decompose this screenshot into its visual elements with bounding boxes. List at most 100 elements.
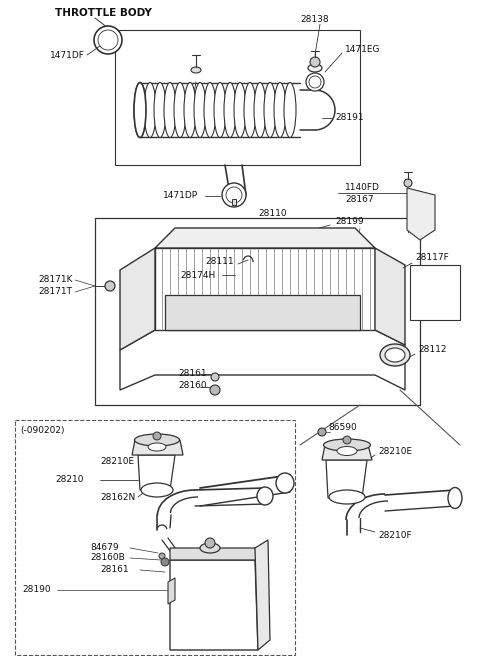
Polygon shape xyxy=(170,560,258,650)
Text: 28110: 28110 xyxy=(258,209,287,218)
Polygon shape xyxy=(15,420,295,655)
Text: 28113: 28113 xyxy=(192,306,221,314)
Circle shape xyxy=(318,428,326,436)
Text: 28210F: 28210F xyxy=(378,531,412,539)
Text: 1471EG: 1471EG xyxy=(345,45,381,54)
Ellipse shape xyxy=(191,67,201,73)
Text: 28138: 28138 xyxy=(300,16,329,24)
Ellipse shape xyxy=(214,83,226,138)
Text: 1471DF: 1471DF xyxy=(50,51,85,60)
Circle shape xyxy=(161,558,169,566)
Circle shape xyxy=(210,385,220,395)
Polygon shape xyxy=(132,440,183,455)
Text: 84679: 84679 xyxy=(90,544,119,552)
Polygon shape xyxy=(322,445,372,460)
Ellipse shape xyxy=(264,83,276,138)
Circle shape xyxy=(226,187,242,203)
Polygon shape xyxy=(165,295,360,330)
Text: 28117F: 28117F xyxy=(415,253,449,262)
Ellipse shape xyxy=(154,83,166,138)
Circle shape xyxy=(159,553,165,559)
Text: 1471DP: 1471DP xyxy=(163,192,198,201)
Polygon shape xyxy=(255,540,270,650)
Text: 28210E: 28210E xyxy=(378,447,412,457)
Ellipse shape xyxy=(134,83,146,138)
Text: 28161: 28161 xyxy=(178,369,206,377)
Text: 28171K: 28171K xyxy=(38,276,72,285)
Ellipse shape xyxy=(284,83,296,138)
Circle shape xyxy=(98,30,118,50)
Circle shape xyxy=(404,179,412,187)
Ellipse shape xyxy=(134,434,180,446)
Ellipse shape xyxy=(274,83,286,138)
Circle shape xyxy=(105,281,115,291)
Text: 28174H: 28174H xyxy=(180,270,215,279)
Ellipse shape xyxy=(254,83,266,138)
Bar xyxy=(232,199,236,205)
Polygon shape xyxy=(407,188,435,240)
Polygon shape xyxy=(375,248,405,345)
Bar xyxy=(104,43,112,47)
Ellipse shape xyxy=(276,473,294,493)
Ellipse shape xyxy=(194,83,206,138)
Text: 28167: 28167 xyxy=(345,194,373,203)
Text: 28111: 28111 xyxy=(205,258,234,266)
Ellipse shape xyxy=(385,348,405,362)
Circle shape xyxy=(306,73,324,91)
Text: (-090202): (-090202) xyxy=(20,426,64,434)
Ellipse shape xyxy=(204,83,216,138)
Circle shape xyxy=(153,432,161,440)
Circle shape xyxy=(94,26,122,54)
Polygon shape xyxy=(155,248,375,330)
Ellipse shape xyxy=(184,83,196,138)
Text: THROTTLE BODY: THROTTLE BODY xyxy=(55,8,152,18)
Text: 28190: 28190 xyxy=(22,586,50,594)
Polygon shape xyxy=(115,30,360,165)
Polygon shape xyxy=(138,455,175,490)
Polygon shape xyxy=(168,578,175,604)
Polygon shape xyxy=(120,248,155,350)
Text: 1140FD: 1140FD xyxy=(345,184,380,192)
Circle shape xyxy=(222,183,246,207)
Polygon shape xyxy=(410,265,460,320)
Circle shape xyxy=(211,373,219,381)
Ellipse shape xyxy=(148,443,166,451)
Text: 28138A: 28138A xyxy=(152,112,187,121)
Ellipse shape xyxy=(134,83,146,138)
Circle shape xyxy=(309,76,321,88)
Ellipse shape xyxy=(380,344,410,366)
Text: 28199: 28199 xyxy=(335,218,364,226)
Ellipse shape xyxy=(308,64,322,72)
Ellipse shape xyxy=(448,487,462,508)
Circle shape xyxy=(205,538,215,548)
Polygon shape xyxy=(120,330,405,390)
Ellipse shape xyxy=(164,83,176,138)
Ellipse shape xyxy=(174,83,186,138)
Polygon shape xyxy=(155,228,375,248)
Ellipse shape xyxy=(144,83,156,138)
Polygon shape xyxy=(95,218,420,405)
Text: 28160B: 28160B xyxy=(90,554,125,562)
Text: 28191: 28191 xyxy=(335,113,364,123)
Text: 28210: 28210 xyxy=(55,476,84,485)
Ellipse shape xyxy=(141,483,173,497)
Ellipse shape xyxy=(234,83,246,138)
Text: 28171T: 28171T xyxy=(38,287,72,297)
Ellipse shape xyxy=(329,490,365,504)
Ellipse shape xyxy=(244,83,256,138)
Ellipse shape xyxy=(257,487,273,505)
Text: 28161: 28161 xyxy=(100,565,129,575)
Ellipse shape xyxy=(337,447,357,455)
Text: 28160: 28160 xyxy=(178,382,206,390)
Ellipse shape xyxy=(324,439,371,451)
Circle shape xyxy=(343,436,351,444)
Circle shape xyxy=(310,57,320,67)
Text: 28112: 28112 xyxy=(418,346,446,354)
Ellipse shape xyxy=(224,83,236,138)
Text: 28162N: 28162N xyxy=(100,493,135,501)
Text: 28210E: 28210E xyxy=(100,457,134,466)
Text: 26341: 26341 xyxy=(152,100,180,110)
Ellipse shape xyxy=(200,543,220,553)
Text: 86590: 86590 xyxy=(328,424,357,432)
Polygon shape xyxy=(326,460,367,498)
